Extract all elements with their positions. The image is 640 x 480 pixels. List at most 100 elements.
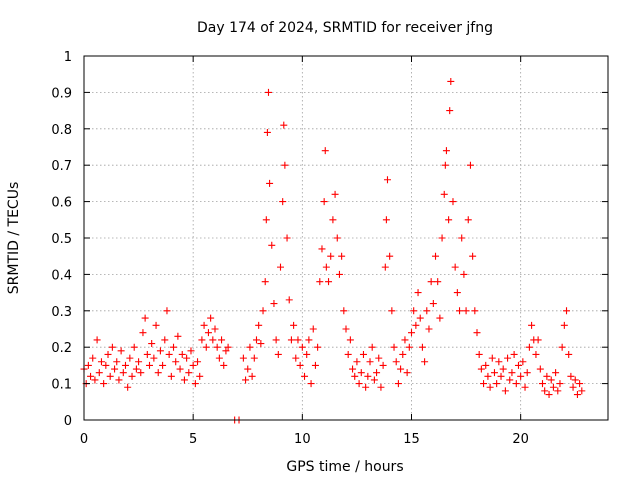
data-point (111, 365, 119, 373)
data-point (408, 329, 415, 337)
data-point (139, 329, 147, 337)
data-point (108, 343, 116, 351)
data-point (274, 350, 282, 358)
data-point (321, 147, 329, 155)
data-point (280, 121, 288, 129)
data-point (194, 358, 202, 366)
data-point (425, 325, 433, 333)
data-point (432, 252, 440, 260)
data-point (567, 372, 575, 380)
data-point (466, 161, 474, 169)
data-point (405, 343, 413, 351)
data-point (451, 263, 459, 271)
data-point (146, 361, 153, 369)
data-point (565, 350, 573, 358)
data-point (359, 350, 367, 358)
data-point (539, 380, 546, 388)
data-point (449, 198, 457, 206)
data-point (469, 252, 477, 260)
data-point (185, 369, 193, 377)
data-point (163, 307, 171, 315)
data-point (438, 234, 446, 242)
x-axis-label: GPS time / hours (286, 459, 403, 475)
data-point (204, 329, 212, 337)
data-point (429, 300, 437, 308)
data-point (222, 347, 230, 355)
data-point (473, 329, 481, 337)
data-point (261, 278, 269, 286)
data-point (475, 350, 483, 358)
data-point (95, 369, 103, 377)
data-point (484, 372, 492, 380)
data-point (331, 190, 339, 198)
data-point (152, 321, 160, 329)
axes: 00.10.20.30.40.50.60.70.80.910 5 10 15 20 (51, 50, 608, 447)
data-point (292, 354, 300, 362)
data-point (259, 307, 267, 315)
data-point (301, 372, 309, 380)
data-point (215, 354, 223, 362)
data-point (523, 369, 531, 377)
data-point (558, 343, 566, 351)
data-point (399, 350, 407, 358)
data-point (344, 350, 352, 358)
data-point (316, 278, 324, 286)
data-point (196, 372, 204, 380)
data-point (257, 340, 265, 348)
y-tick-label: 0.9 (51, 86, 72, 101)
data-point (250, 354, 258, 362)
data-point (346, 336, 354, 344)
data-point (220, 361, 228, 369)
data-point (307, 380, 315, 388)
data-point (264, 88, 272, 96)
data-point (375, 354, 383, 362)
data-point (191, 380, 199, 388)
data-point (113, 358, 121, 366)
data-point (499, 365, 507, 373)
data-point (327, 252, 335, 260)
data-point (543, 372, 551, 380)
data-point (218, 336, 226, 344)
data-point (156, 347, 164, 355)
data-point (536, 365, 544, 373)
data-point (165, 350, 173, 358)
data-point (506, 376, 514, 384)
data-point (87, 372, 95, 380)
data-point (418, 343, 426, 351)
data-point (368, 343, 376, 351)
data-point (270, 300, 278, 308)
data-point (414, 289, 422, 297)
data-point (298, 343, 306, 351)
y-tick-label: 0.2 (51, 341, 72, 356)
data-point (266, 179, 274, 187)
data-point (364, 372, 372, 380)
data-point (366, 358, 374, 366)
data-point (104, 350, 112, 358)
y-tick-label: 1 (64, 50, 72, 65)
data-point (244, 365, 252, 373)
data-point (552, 369, 560, 377)
data-point (423, 307, 431, 315)
data-point (135, 358, 143, 366)
data-point (340, 307, 348, 315)
data-point (200, 321, 208, 329)
data-point (445, 216, 453, 224)
y-tick-label: 0.5 (51, 232, 72, 247)
data-point (207, 314, 215, 322)
data-point (178, 350, 186, 358)
data-point (462, 307, 470, 315)
data-point (571, 376, 579, 384)
data-point (569, 383, 577, 391)
data-point (281, 161, 289, 169)
data-point (176, 365, 184, 373)
x-tick-label: 15 (403, 432, 420, 447)
data-point (563, 307, 571, 315)
data-point (480, 380, 488, 388)
data-point (453, 289, 461, 297)
data-point (362, 383, 370, 391)
data-point (421, 358, 429, 366)
data-point (427, 278, 435, 286)
data-point (189, 361, 197, 369)
data-point (325, 278, 333, 286)
